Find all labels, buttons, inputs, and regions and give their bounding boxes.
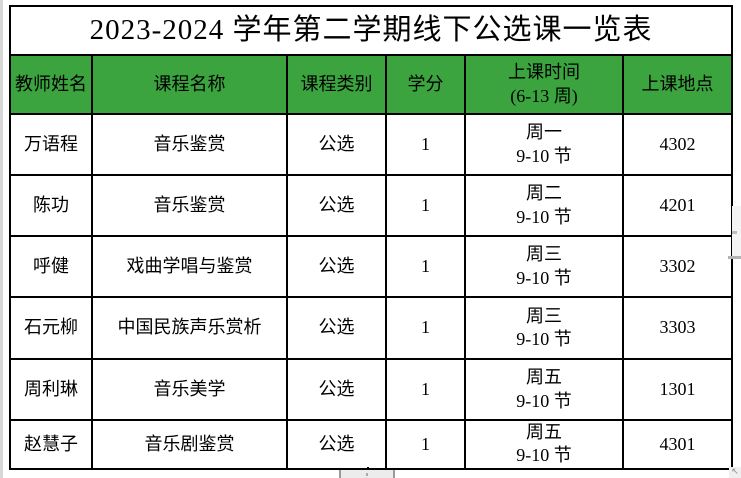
header-credits: 学分 [385, 54, 466, 115]
room-cell: 4201 [621, 174, 734, 237]
credits-cell: 1 [385, 174, 466, 237]
category-cell: 公选 [286, 113, 387, 176]
ruler-tick-icon [393, 470, 395, 478]
teacher-cell: 呼健 [9, 235, 93, 298]
time-periods: 9-10 节 [516, 267, 572, 288]
time-cell: 周五 9-10 节 [464, 419, 624, 470]
teacher-cell: 万语程 [9, 113, 93, 176]
header-time: 上课时间 (6-13 周) [464, 54, 624, 115]
time-day: 周五 [526, 422, 562, 442]
category-cell: 公选 [286, 174, 387, 237]
table-row: 陈功 音乐鉴赏 公选 1 周二 9-10 节 4201 [9, 174, 734, 237]
course-cell: 音乐剧鉴赏 [91, 419, 288, 470]
credits-cell: 1 [385, 419, 466, 470]
time-cell: 周三 9-10 节 [464, 296, 624, 360]
credits-cell: 1 [385, 296, 466, 360]
scrollbar-divider [728, 256, 741, 259]
teacher-cell: 周利琳 [9, 358, 93, 421]
credits-cell: 1 [385, 358, 466, 421]
time-periods: 9-10 节 [516, 445, 572, 466]
course-cell: 戏曲学唱与鉴赏 [91, 235, 288, 298]
table-row: 石元柳 中国民族声乐赏析 公选 1 周三 9-10 节 3303 [9, 296, 734, 360]
page-title: 2023-2024 学年第二学期线下公选课一览表 [8, 5, 734, 56]
category-cell: 公选 [286, 296, 387, 360]
resize-handle-icon[interactable]: ↖ [729, 467, 741, 478]
room-cell: 3302 [621, 235, 734, 298]
time-cell: 周二 9-10 节 [464, 174, 624, 237]
time-periods: 9-10 节 [516, 145, 572, 166]
table-row: 万语程 音乐鉴赏 公选 1 周一 9-10 节 4302 [9, 113, 734, 176]
header-time-sublabel: (6-13 周) [510, 85, 578, 106]
teacher-cell: 石元柳 [9, 296, 93, 360]
header-row: 教师姓名 课程名称 课程类别 学分 上课时间 (6-13 周) 上课地点 [9, 54, 734, 115]
horizontal-scrollbar-fragment[interactable] [339, 470, 395, 478]
table-row: 周利琳 音乐美学 公选 1 周五 9-10 节 1301 [9, 358, 734, 421]
course-cell: 中国民族声乐赏析 [91, 296, 288, 360]
ruler-tick-icon [339, 470, 341, 478]
room-cell: 1301 [621, 358, 734, 421]
time-day: 周三 [526, 305, 562, 326]
table-row: 呼健 戏曲学唱与鉴赏 公选 1 周三 9-10 节 3302 [9, 235, 734, 298]
room-cell: 4301 [621, 419, 734, 470]
header-course: 课程名称 [91, 54, 288, 115]
header-category: 课程类别 [286, 54, 387, 115]
category-cell: 公选 [286, 358, 387, 421]
time-cell: 周五 9-10 节 [464, 358, 624, 421]
credits-cell: 1 [385, 235, 466, 298]
time-cell: 周三 9-10 节 [464, 235, 624, 298]
credits-cell: 1 [385, 113, 466, 176]
room-cell: 3303 [621, 296, 734, 360]
time-periods: 9-10 节 [516, 329, 572, 349]
teacher-cell: 陈功 [9, 174, 93, 237]
time-day: 周五 [526, 367, 562, 388]
title-row: 2023-2024 学年第二学期线下公选课一览表 [8, 5, 734, 56]
header-location: 上课地点 [621, 54, 734, 115]
scrollbar-handle-icon[interactable] [732, 231, 737, 234]
course-table: 2023-2024 学年第二学期线下公选课一览表 教师姓名 课程名称 课程类别 … [8, 5, 734, 470]
time-cell: 周一 9-10 节 [464, 113, 624, 176]
time-day: 周三 [526, 244, 562, 265]
time-day: 周一 [526, 122, 562, 143]
course-cell: 音乐鉴赏 [91, 113, 288, 176]
course-cell: 音乐鉴赏 [91, 174, 288, 237]
header-teacher: 教师姓名 [9, 54, 93, 115]
category-cell: 公选 [286, 235, 387, 298]
time-day: 周二 [526, 183, 562, 204]
category-cell: 公选 [286, 419, 387, 470]
table-row: 赵慧子 音乐剧鉴赏 公选 1 周五 9-10 节 4301 [9, 419, 734, 470]
window-edge-strip [0, 0, 3, 478]
ruler-dot-icon [366, 473, 368, 476]
header-time-label: 上课时间 [508, 62, 580, 83]
time-periods: 9-10 节 [516, 390, 572, 411]
time-periods: 9-10 节 [516, 206, 572, 227]
teacher-cell: 赵慧子 [9, 419, 93, 470]
course-cell: 音乐美学 [91, 358, 288, 421]
room-cell: 4302 [621, 113, 734, 176]
